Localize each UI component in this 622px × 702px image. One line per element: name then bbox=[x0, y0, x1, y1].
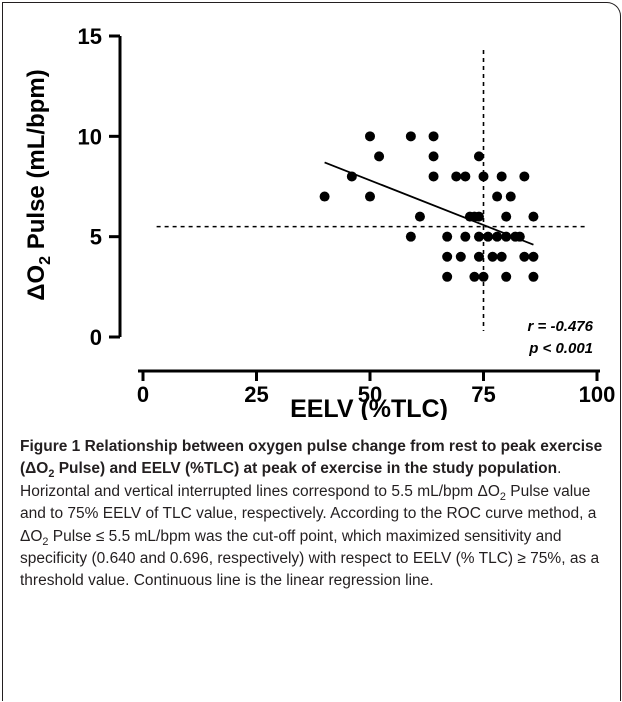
y-tick-label: 5 bbox=[90, 225, 102, 250]
data-point bbox=[442, 251, 453, 262]
scatter-chart: 0 5 10 15 0 25 50 75 100 EELV (%TLC) ΔO2 Pulse … bbox=[23, 24, 615, 420]
data-point bbox=[478, 171, 489, 182]
data-point bbox=[365, 131, 375, 142]
caption-title-start: Figure 1 Relationship between oxygen pul… bbox=[20, 438, 603, 478]
caption-text-1-sub: 2 bbox=[499, 490, 506, 503]
caption-text-2-sub: 2 bbox=[42, 535, 49, 548]
x-tick-label: 100 bbox=[579, 382, 616, 407]
data-point bbox=[519, 251, 530, 262]
data-point bbox=[528, 251, 539, 262]
x-tick-label: 50 bbox=[358, 382, 382, 407]
data-point bbox=[501, 211, 512, 222]
data-point bbox=[501, 231, 512, 242]
data-point bbox=[319, 191, 330, 202]
data-point bbox=[346, 171, 357, 182]
y-axis-label-prefix: ΔO bbox=[23, 265, 50, 301]
y-axis-label-sub: 2 bbox=[37, 256, 54, 265]
y-axis-label-suffix: Pulse (mL/bpm) bbox=[23, 69, 50, 256]
data-point bbox=[528, 271, 539, 282]
x-tick-label: 0 bbox=[137, 382, 149, 407]
data-point bbox=[496, 251, 507, 262]
regression-line bbox=[324, 161, 534, 246]
x-tick-label: 25 bbox=[244, 382, 268, 407]
data-point bbox=[478, 271, 489, 282]
data-point bbox=[460, 171, 471, 182]
data-point bbox=[473, 251, 484, 262]
data-point bbox=[473, 231, 484, 242]
data-point bbox=[505, 191, 516, 202]
data-point bbox=[492, 231, 503, 242]
data-point bbox=[428, 151, 439, 162]
data-point bbox=[365, 191, 375, 202]
annotation-p: p < 0.001 bbox=[528, 340, 593, 357]
data-point bbox=[374, 151, 385, 162]
data-point bbox=[496, 171, 507, 182]
caption-title: Figure 1 Relationship between oxygen pul… bbox=[20, 438, 603, 481]
data-point bbox=[428, 171, 439, 182]
caption-text-3: Pulse ≤ 5.5 mL/bpm was the cut-off point… bbox=[20, 527, 600, 590]
y-tick-label: 0 bbox=[90, 325, 102, 350]
data-point bbox=[451, 171, 462, 182]
data-point bbox=[405, 131, 416, 142]
caption-rule bbox=[2, 418, 3, 698]
data-point bbox=[473, 211, 484, 222]
figure-caption: Figure 1 Relationship between oxygen pul… bbox=[20, 436, 610, 593]
caption-title-end: Pulse) and EELV (%TLC) at peak of exerci… bbox=[54, 460, 558, 478]
data-point bbox=[487, 251, 498, 262]
data-point bbox=[514, 231, 525, 242]
data-point bbox=[460, 231, 471, 242]
data-point bbox=[428, 131, 439, 142]
y-axis-label: ΔO2 Pulse (mL/bpm) bbox=[23, 69, 54, 301]
x-ticks: 0 25 50 75 100 bbox=[137, 371, 615, 407]
data-points bbox=[319, 131, 539, 282]
x-axis-label: EELV (%TLC) bbox=[290, 395, 448, 420]
data-point bbox=[414, 211, 425, 222]
data-point bbox=[519, 171, 530, 182]
caption-text-2: Pulse value and to 75% EELV of TLC value… bbox=[20, 482, 597, 545]
y-tick-label: 10 bbox=[78, 124, 102, 149]
data-point bbox=[469, 271, 480, 282]
annotation-r: r = -0.476 bbox=[528, 318, 594, 335]
data-point bbox=[483, 231, 494, 242]
data-point bbox=[405, 231, 416, 242]
y-tick-label: 15 bbox=[78, 24, 102, 49]
data-point bbox=[442, 231, 453, 242]
y-ticks: 0 5 10 15 bbox=[78, 24, 120, 350]
x-tick-label: 75 bbox=[471, 382, 495, 407]
data-point bbox=[455, 251, 466, 262]
data-point bbox=[442, 271, 453, 282]
data-point bbox=[473, 151, 484, 162]
data-point bbox=[528, 211, 539, 222]
caption-text-1: . Horizontal and vertical interrupted li… bbox=[20, 460, 562, 500]
data-point bbox=[501, 271, 512, 282]
data-point bbox=[492, 191, 503, 202]
caption-title-sub: 2 bbox=[48, 468, 55, 481]
